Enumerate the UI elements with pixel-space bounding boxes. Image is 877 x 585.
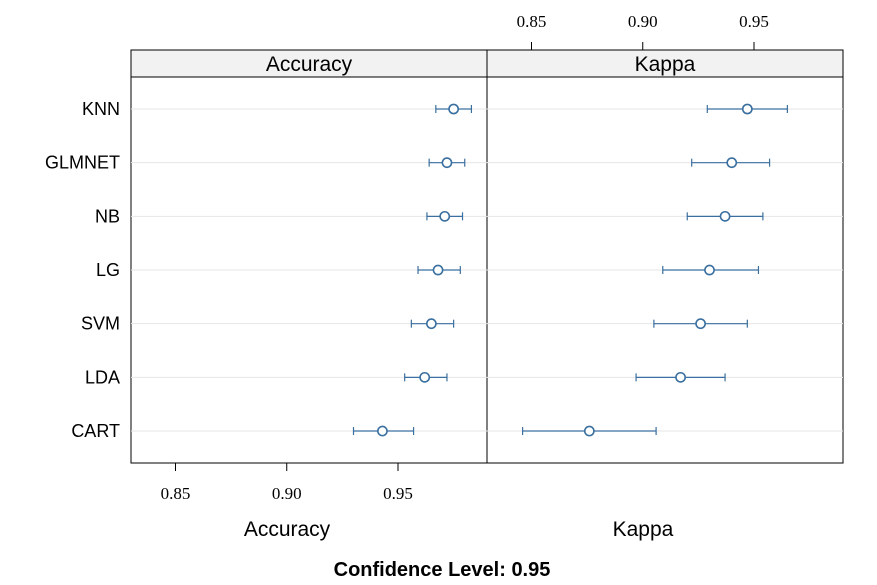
strip-kappa bbox=[486, 49, 844, 78]
x-tick-label-accuracy-1: 0.90 bbox=[272, 484, 302, 503]
estimate-point-kappa-nb bbox=[719, 210, 731, 222]
interval-accuracy-svm bbox=[410, 318, 455, 330]
estimate-point-kappa-glmnet bbox=[726, 157, 738, 169]
estimate-point-accuracy-nb bbox=[439, 210, 451, 222]
axes: 0.85 0.90 0.95 Accuracy 0.85 0.90 0.95 Kappa bbox=[161, 12, 769, 541]
model-label-svm: SVM bbox=[81, 314, 120, 334]
interval-kappa-lda bbox=[635, 371, 726, 383]
x-tick-label-kappa-0: 0.85 bbox=[517, 12, 547, 31]
estimate-point-accuracy-knn bbox=[448, 103, 460, 115]
estimate-point-accuracy-glmnet bbox=[441, 157, 453, 169]
x-tick-label-accuracy-2: 0.95 bbox=[383, 484, 413, 503]
panel-frames: Accuracy Kappa bbox=[130, 49, 844, 464]
interval-accuracy-nb bbox=[426, 210, 464, 222]
interval-accuracy-lg bbox=[417, 264, 461, 276]
estimate-point-kappa-knn bbox=[741, 103, 753, 115]
model-label-cart: CART bbox=[71, 421, 120, 441]
strip-title-kappa: Kappa bbox=[635, 53, 696, 76]
estimate-point-kappa-svm bbox=[695, 318, 706, 330]
confidence-level-caption: Confidence Level: 0.95 bbox=[334, 559, 551, 581]
x-axis-title-kappa: Kappa bbox=[613, 518, 674, 541]
x-axis-title-accuracy: Accuracy bbox=[244, 518, 331, 541]
x-tick-label-kappa-1: 0.90 bbox=[628, 12, 658, 31]
interval-kappa-glmnet bbox=[691, 157, 771, 169]
estimate-point-accuracy-cart bbox=[377, 425, 388, 437]
model-label-lg: LG bbox=[96, 260, 120, 280]
model-label-glmnet: GLMNET bbox=[45, 153, 120, 173]
model-label-lda: LDA bbox=[85, 367, 120, 387]
interval-kappa-svm bbox=[653, 318, 748, 330]
interval-kappa-nb bbox=[686, 210, 764, 222]
x-tick-label-accuracy-0: 0.85 bbox=[161, 484, 191, 503]
estimate-point-accuracy-lda bbox=[419, 371, 431, 383]
x-tick-label-kappa-2: 0.95 bbox=[739, 12, 769, 31]
interval-accuracy-glmnet bbox=[428, 157, 466, 169]
estimate-point-kappa-lg bbox=[704, 264, 715, 276]
interval-accuracy-knn bbox=[435, 103, 473, 115]
estimate-point-kappa-lda bbox=[675, 371, 686, 383]
interval-kappa-knn bbox=[706, 103, 788, 115]
estimate-point-kappa-cart bbox=[583, 425, 595, 437]
model-labels: KNN GLMNET NB LG SVM LDA CART bbox=[45, 99, 120, 441]
strip-accuracy bbox=[130, 49, 488, 78]
strip-title-accuracy: Accuracy bbox=[266, 53, 353, 76]
interval-marks bbox=[352, 103, 788, 437]
model-label-nb: NB bbox=[95, 206, 120, 226]
model-label-knn: KNN bbox=[82, 99, 120, 119]
estimate-point-accuracy-svm bbox=[425, 318, 437, 330]
interval-accuracy-cart bbox=[352, 425, 415, 437]
estimate-point-accuracy-lg bbox=[432, 264, 444, 276]
interval-kappa-cart bbox=[521, 425, 657, 437]
interval-accuracy-lda bbox=[404, 371, 448, 383]
interval-kappa-lg bbox=[662, 264, 760, 276]
